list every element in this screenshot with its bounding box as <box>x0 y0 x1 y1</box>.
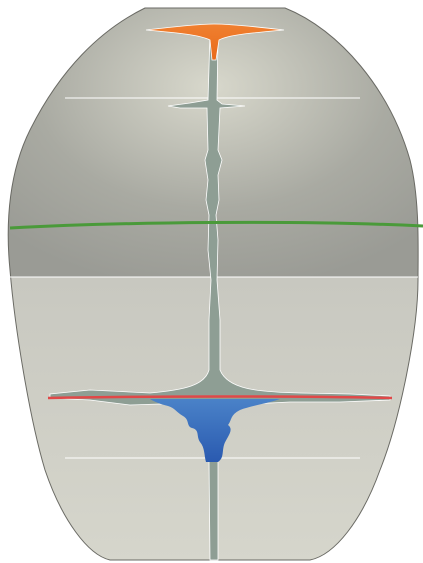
figure <box>0 0 423 563</box>
page <box>0 0 423 563</box>
